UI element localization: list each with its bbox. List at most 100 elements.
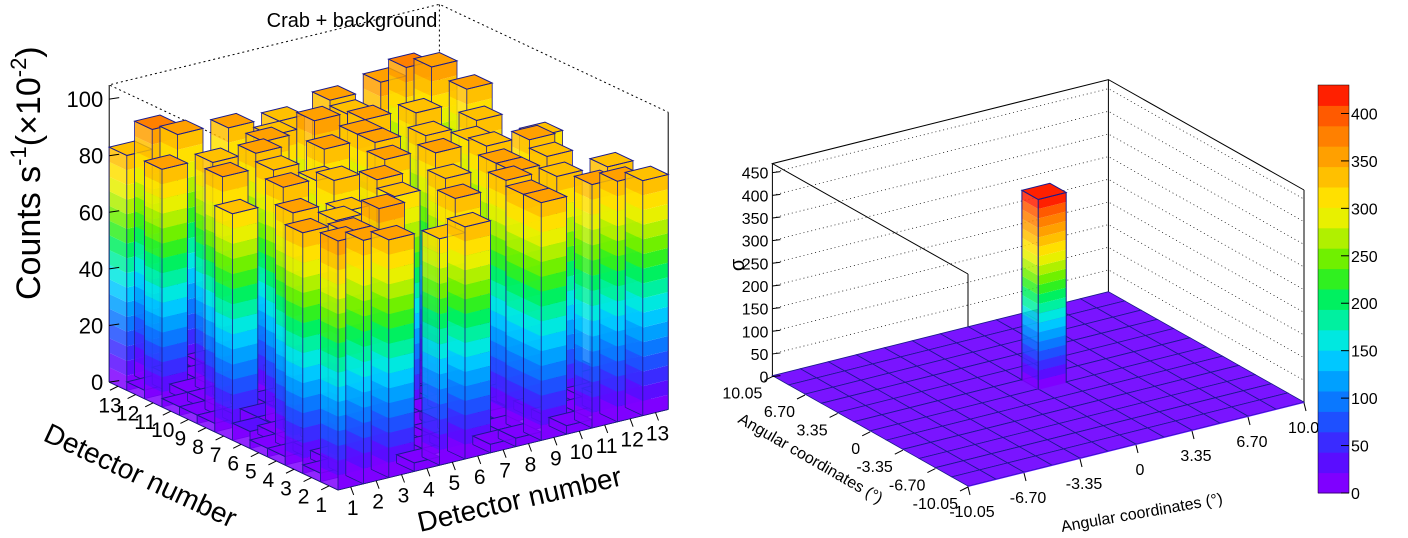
bar-side-face	[422, 321, 440, 345]
bar-side-face	[523, 194, 542, 218]
bar-front-face	[642, 321, 669, 343]
peak-front-face	[1038, 287, 1067, 305]
zlabel-base: Counts s	[10, 166, 48, 300]
bar-side-face	[414, 73, 432, 97]
bar-side-face	[506, 290, 524, 314]
bar-side-face	[599, 323, 618, 347]
bar-side-face	[320, 247, 338, 271]
bar-side-face	[625, 275, 643, 299]
bar-front-face	[642, 277, 669, 299]
bar-side-face	[205, 168, 223, 192]
bar-front-face	[455, 192, 481, 214]
bar-side-face	[109, 161, 127, 185]
peak-front-face	[1038, 316, 1067, 333]
bar-front-face	[232, 358, 258, 380]
bar-side-face	[506, 364, 524, 388]
colorbar-band	[1318, 227, 1349, 249]
right-z-tick-mark	[772, 329, 781, 332]
bar-side-face	[339, 125, 358, 149]
peak-front-face	[1038, 278, 1067, 295]
colorbar-tick-label: 0	[1351, 486, 1360, 503]
colorbar-band	[1318, 248, 1349, 270]
colorbar-band	[1318, 166, 1349, 188]
bar-front-face	[431, 60, 457, 82]
left-y-tick-mark	[109, 385, 119, 391]
bar-side-face	[214, 356, 233, 380]
bar-side-face	[109, 338, 127, 361]
bar-side-face	[296, 112, 315, 136]
bar-side-face	[625, 289, 643, 313]
bar-side-face	[214, 386, 233, 410]
left-y-tick-label: 13	[98, 394, 121, 417]
peak-side-face	[1021, 256, 1039, 276]
bar-side-face	[574, 176, 592, 200]
right-wall-grid-line	[772, 246, 1305, 359]
bar-side-face	[447, 349, 465, 372]
peak-front-face	[1038, 335, 1067, 352]
right-x-tick-label: -3.35	[1066, 476, 1103, 493]
bar-front-face	[541, 315, 567, 337]
bar-side-face	[345, 293, 364, 317]
bar-side-face	[285, 269, 303, 293]
bar-front-face	[162, 356, 188, 378]
bar-front-face	[541, 359, 567, 381]
bar-front-face	[541, 241, 567, 263]
left-y-tick-mark	[268, 460, 277, 466]
bar-side-face	[523, 283, 542, 307]
bar-side-face	[625, 245, 643, 269]
bar-side-face	[345, 247, 364, 271]
bar-front-face	[162, 207, 188, 229]
bar-side-face	[214, 296, 233, 320]
bar-side-face	[625, 201, 643, 225]
lego-bar	[445, 211, 492, 460]
bar-side-face	[320, 305, 338, 329]
peak-front-face	[1038, 297, 1067, 314]
right-y-tick-mark	[894, 449, 904, 455]
bar-side-face	[320, 364, 338, 388]
right-x-tick-label: 0	[1136, 462, 1145, 479]
colorbar-band	[1318, 289, 1349, 310]
right-z-tick-mark	[772, 375, 781, 378]
bar-side-face	[109, 220, 127, 244]
bar-side-face	[574, 237, 592, 261]
bar-side-face	[574, 404, 592, 428]
peak-front-face	[1038, 344, 1067, 362]
bar-front-face	[465, 249, 491, 271]
bar-side-face	[214, 250, 233, 275]
left-z-tick-label: 20	[79, 314, 103, 339]
bar-side-face	[599, 203, 618, 227]
right-y-tick-label: 3.35	[796, 422, 827, 439]
right-y-tick-label: 10.05	[722, 386, 762, 403]
bar-side-face	[422, 426, 440, 451]
bar-side-face	[523, 313, 542, 337]
left-z-tick-label: 40	[79, 257, 103, 282]
bar-side-face	[447, 291, 465, 314]
peak-front-face	[1038, 240, 1067, 257]
right-x-tick-label: 3.35	[1180, 448, 1211, 465]
colorbar-band	[1318, 452, 1349, 474]
bar-side-face	[363, 88, 381, 112]
bar-side-face	[320, 408, 338, 432]
left-y-tick-mark	[232, 443, 242, 449]
zlabel-end: )	[10, 46, 48, 57]
bar-front-face	[162, 281, 188, 303]
bar-front-face	[177, 128, 203, 150]
colorbar-gradient	[1317, 84, 1350, 494]
bar-side-face	[388, 59, 407, 83]
bar-side-face	[422, 306, 440, 330]
bar-side-face	[625, 363, 643, 387]
colorbar-band	[1318, 85, 1349, 106]
right-x-tick-label: -10.05	[949, 504, 994, 521]
bar-side-face	[371, 365, 389, 389]
right-peak-bar	[1020, 182, 1068, 390]
bar-side-face	[523, 224, 542, 248]
left-x-tick-mark	[375, 480, 380, 489]
bar-side-face	[488, 248, 506, 272]
peak-front-face	[1038, 268, 1067, 286]
bar-side-face	[144, 324, 162, 348]
left-y-tick-label: 2	[298, 486, 310, 509]
bar-side-face	[285, 329, 303, 354]
bar-side-face	[523, 343, 542, 367]
bar-front-face	[162, 237, 188, 259]
colorbar-band	[1318, 125, 1349, 147]
